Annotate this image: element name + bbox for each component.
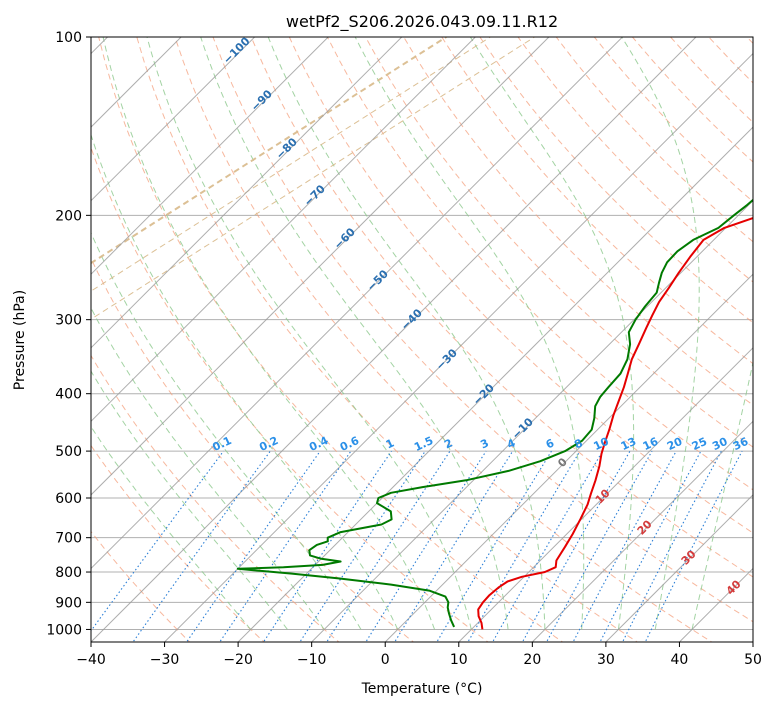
isotherm-line (91, 37, 403, 349)
dry-adiabat (288, 37, 753, 534)
series-layer (236, 198, 753, 630)
dry-adiabat (250, 37, 753, 578)
plot-frame (90, 36, 754, 643)
isotherm-line (91, 37, 256, 202)
moist-adiabat (91, 231, 362, 630)
mixing-ratio-line (91, 450, 224, 632)
ice-saturation-curve (91, 37, 491, 292)
moist-adiabat (91, 425, 252, 630)
dry-adiabat (136, 37, 639, 642)
mixing-ratio-line (132, 450, 271, 642)
mixing-ratio-label: 13 (619, 435, 638, 453)
mixing-ratio-label: 20 (665, 435, 685, 453)
mixing-ratio-line (365, 450, 487, 642)
mixing-ratio-line (394, 450, 514, 642)
x-tick-label: 20 (523, 652, 541, 668)
mixing-ratio-line (467, 450, 581, 642)
mixing-ratio-line (219, 450, 352, 642)
mixing-ratio-line (326, 450, 451, 642)
x-tick-label: −40 (76, 652, 106, 668)
mixing-ratio-line (262, 450, 392, 642)
moist-adiabat (102, 37, 436, 630)
moist-adiabat (91, 370, 288, 630)
mixing-ratio-label: 10 (592, 435, 612, 453)
isotherm-line (605, 494, 753, 642)
y-tick-label: 300 (55, 313, 82, 329)
mixing-ratio-label: 25 (690, 435, 709, 453)
moist-adiabat (91, 133, 399, 630)
mixing-ratio-line (299, 450, 426, 642)
moist-adiabat (200, 37, 509, 630)
y-tick-label: 900 (55, 595, 82, 611)
dry-adiabat (98, 37, 564, 642)
mixing-ratio-label: 30 (710, 435, 730, 453)
y-axis-label: Pressure (hPa) (12, 290, 28, 390)
x-tick-label: 0 (381, 652, 390, 668)
dry-adiabat (91, 354, 340, 642)
isotherm-line (91, 37, 476, 423)
dewpoint-profile-line (236, 198, 753, 628)
x-tick-label: 30 (597, 652, 615, 668)
moist-adiabat (91, 307, 325, 630)
mixing-ratio-line (185, 450, 321, 642)
x-tick-label: −20 (223, 652, 253, 668)
mixing-ratio-line (599, 450, 702, 642)
x-axis: −40 −30 −20 −10 0 10 20 30 40 50 (76, 642, 762, 668)
dry-adiabat (326, 37, 753, 491)
dry-adiabat (212, 37, 753, 623)
x-tick-label: 50 (744, 652, 762, 668)
isotherm-line (384, 273, 753, 642)
dry-adiabat (441, 37, 753, 365)
y-tick-label: 600 (55, 491, 82, 507)
y-tick-label: 800 (55, 565, 82, 581)
y-axis: 100 200 300 400 500 600 700 800 900 1000 (46, 30, 91, 638)
isotherm-line (91, 37, 697, 642)
isotherm-line (311, 199, 753, 642)
y-tick-label: 1000 (46, 622, 82, 638)
moist-adiabat (267, 37, 546, 630)
y-tick-label: 500 (55, 444, 82, 460)
temperature-profile-line (477, 216, 753, 630)
moist-adiabat (691, 360, 753, 630)
background-lines (91, 37, 753, 642)
ice-saturation-curve (91, 37, 535, 320)
isotherm-line (91, 37, 329, 275)
moist-adiabat (469, 37, 635, 630)
mixing-ratio-label: 36 (731, 435, 751, 453)
moist-adiabat (621, 37, 700, 630)
mixing-ratio-label: 16 (641, 435, 661, 453)
dry-adiabat (91, 444, 265, 642)
isotherm-line (237, 126, 753, 642)
moist-adiabat (354, 37, 585, 630)
y-tick-label: 100 (55, 30, 82, 46)
x-axis-label: Temperature (°C) (361, 681, 483, 697)
isotherm-line (91, 37, 623, 570)
dry-adiabat (479, 37, 753, 324)
moist-adiabat (146, 37, 472, 630)
x-tick-label: 40 (671, 652, 689, 668)
isotherm-line (91, 37, 550, 496)
x-tick-label: −30 (150, 652, 180, 668)
chart-title: wetPf2_S206.2026.043.09.11.R12 (286, 12, 558, 32)
y-tick-label: 700 (55, 531, 82, 547)
y-tick-label: 200 (55, 208, 82, 224)
x-tick-label: −10 (297, 652, 327, 668)
y-tick-label: 400 (55, 387, 82, 403)
x-tick-label: 10 (450, 652, 468, 668)
isotherm-line (458, 347, 753, 642)
isotherm-line (164, 52, 753, 642)
mixing-ratio-line (572, 450, 677, 642)
isotherm-line (531, 420, 753, 642)
mixing-ratio-line (621, 450, 722, 642)
